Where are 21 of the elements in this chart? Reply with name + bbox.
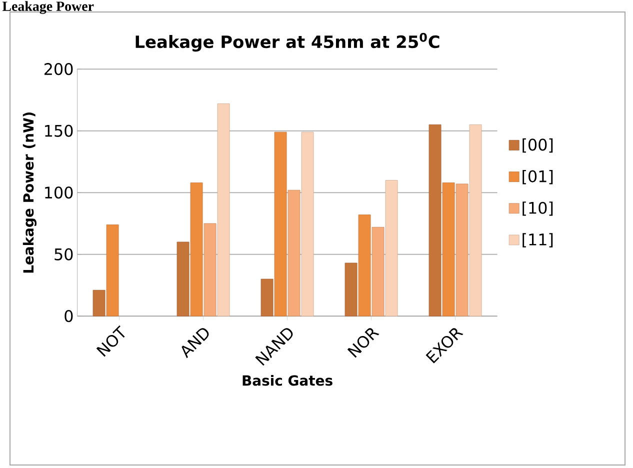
y-axis-title: Leakage Power (nW) [22,112,37,273]
y-tick-label: 100 [45,186,73,199]
y-tick-label: 50 [54,248,73,260]
y-tick-label: 0 [64,310,73,322]
chart-title: Leakage Power at 45nm at 25$^{0}$C [136,32,440,52]
bar [217,103,230,316]
legend-label: [01] [522,170,553,184]
legend-label: [00] [522,138,553,153]
bar [204,223,216,316]
text: Leakage Power [2,1,94,14]
bar [288,190,300,316]
legend-label: [11] [522,233,553,248]
legend-label: [10] [522,202,553,216]
y-tick-label: 200 [44,63,73,76]
y-tick-label: 150 [45,124,73,137]
x-axis-title: Basic Gates [242,375,332,386]
bar [456,184,468,316]
bar [372,226,384,316]
bar [385,180,398,316]
bar [301,132,314,316]
bar [469,124,482,316]
